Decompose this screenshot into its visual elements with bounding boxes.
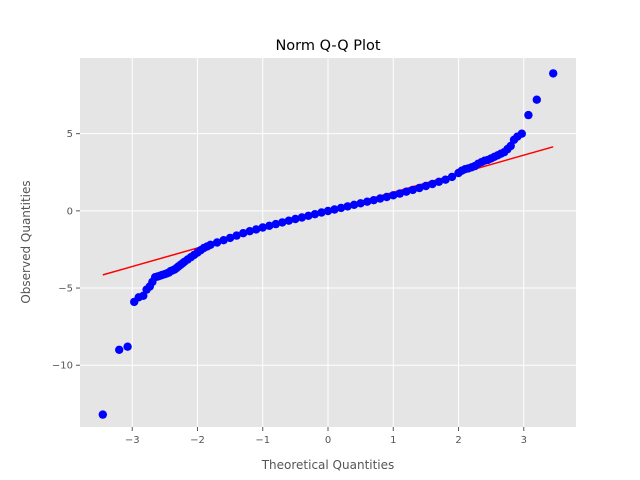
data-point [239,229,248,238]
data-point [349,200,359,209]
data-point [549,69,558,78]
data-point [395,189,404,198]
data-points-layer [98,69,558,419]
data-point [245,227,254,236]
data-point [356,199,365,208]
data-point [428,179,437,189]
y-tick-label: 5 [67,129,73,140]
data-point [382,192,391,202]
data-point [336,203,346,213]
data-point [304,211,313,220]
data-point [441,175,450,184]
data-point [343,202,352,211]
data-point [258,223,267,232]
x-tick-label: −1 [255,435,270,446]
grid-lines [80,58,576,427]
data-point [447,172,457,182]
data-point [225,233,235,243]
data-point [330,205,339,214]
data-point [323,206,333,216]
data-point [369,196,378,205]
x-tick-label: 2 [455,435,461,446]
x-tick-label: 3 [521,435,527,446]
data-point [232,231,241,240]
data-point [506,141,515,151]
data-point [421,181,431,191]
data-point [317,208,326,217]
data-point [532,95,541,104]
data-point [271,219,280,229]
data-point [139,291,148,300]
data-point [206,240,215,249]
x-tick-label: −3 [125,435,140,446]
data-point [212,238,222,247]
data-point [517,129,526,138]
data-point [408,185,417,195]
y-tick-label: −10 [52,361,73,372]
x-tick-label: 0 [325,435,331,446]
data-point [297,213,307,222]
data-point [219,236,228,245]
data-point [284,216,293,225]
data-point [265,221,274,230]
data-point [310,210,320,219]
x-axis-label: Theoretical Quantities [261,458,395,472]
data-point [278,218,287,227]
data-point [389,191,398,200]
data-point [415,183,424,193]
data-point [363,197,372,206]
data-point [115,345,124,354]
data-point [291,214,300,224]
x-tick-label: −2 [190,435,205,446]
data-point [376,194,385,203]
data-point [524,110,533,120]
data-point [252,225,261,234]
data-point [402,187,411,196]
y-tick-label: 0 [67,206,73,217]
chart-title: Norm Q-Q Plot [275,38,380,54]
x-tick-label: 1 [390,435,396,446]
data-point [123,342,132,351]
data-point [434,177,444,186]
axis-ticks: −3 −2 −1 0 1 2 3−10−505 [52,129,527,446]
y-tick-label: −5 [58,284,73,295]
y-axis-label: Observed Quantities [19,180,33,303]
data-point [98,410,108,419]
